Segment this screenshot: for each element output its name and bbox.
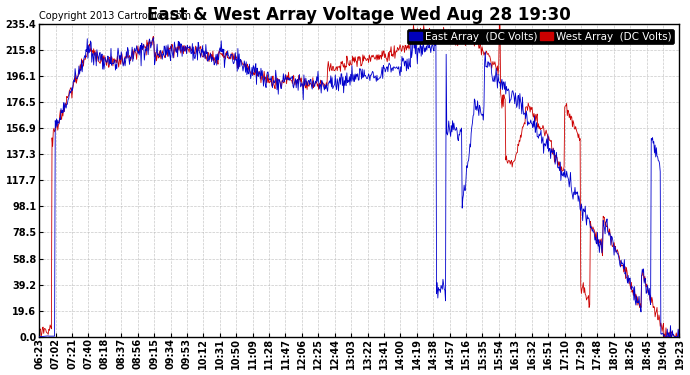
Text: Copyright 2013 Cartronics.com: Copyright 2013 Cartronics.com: [39, 10, 191, 21]
Legend: East Array  (DC Volts), West Array  (DC Volts): East Array (DC Volts), West Array (DC Vo…: [406, 29, 674, 44]
Title: East & West Array Voltage Wed Aug 28 19:30: East & West Array Voltage Wed Aug 28 19:…: [148, 6, 571, 24]
